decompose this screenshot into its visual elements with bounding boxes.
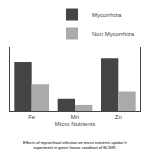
svg-text:Mycorrhiza: Mycorrhiza: [92, 12, 122, 18]
svg-text:Zn: Zn: [115, 114, 122, 120]
svg-text:Mn: Mn: [71, 114, 79, 120]
svg-text:Fe: Fe: [28, 114, 36, 120]
svg-text:Non Mycorrhiza: Non Mycorrhiza: [92, 31, 135, 37]
svg-text:Effects of mycorrhizal infecti: Effects of mycorrhizal infection on micr…: [23, 140, 127, 150]
svg-text:Micro Nutrients: Micro Nutrients: [55, 121, 95, 127]
